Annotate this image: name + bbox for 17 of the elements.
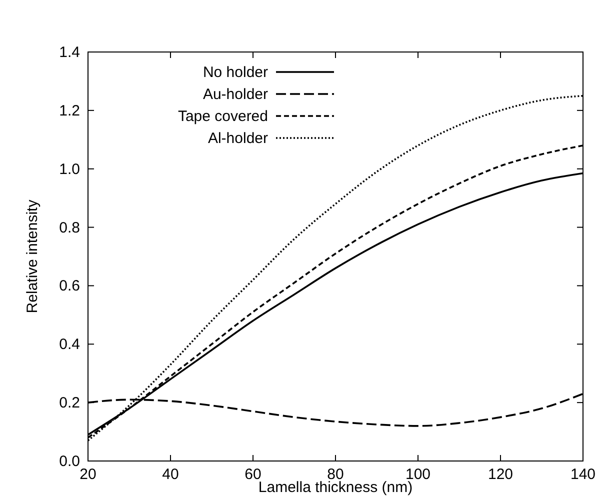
- x-tick-label: 140: [570, 466, 596, 483]
- y-tick-label: 0.6: [59, 278, 80, 295]
- y-tick-label: 1.2: [59, 102, 80, 120]
- x-tick-label: 120: [488, 466, 514, 483]
- legend-label: No holder: [202, 64, 268, 81]
- x-tick-label: 40: [162, 466, 179, 483]
- legend-label: Al-holder: [208, 130, 268, 147]
- x-tick-label: 20: [80, 466, 96, 483]
- y-axis-title: Relative intensity: [24, 199, 41, 314]
- legend-label: Tape covered: [178, 108, 268, 125]
- y-tick-label: 1.0: [59, 160, 80, 178]
- y-tick-label: 1.4: [59, 44, 80, 61]
- legend-label: Au-holder: [202, 86, 268, 103]
- y-tick-label: 0.4: [59, 336, 80, 354]
- y-tick-label: 0.2: [59, 394, 80, 412]
- y-tick-label: 0.8: [59, 219, 80, 236]
- y-tick-label: 0.0: [59, 453, 80, 470]
